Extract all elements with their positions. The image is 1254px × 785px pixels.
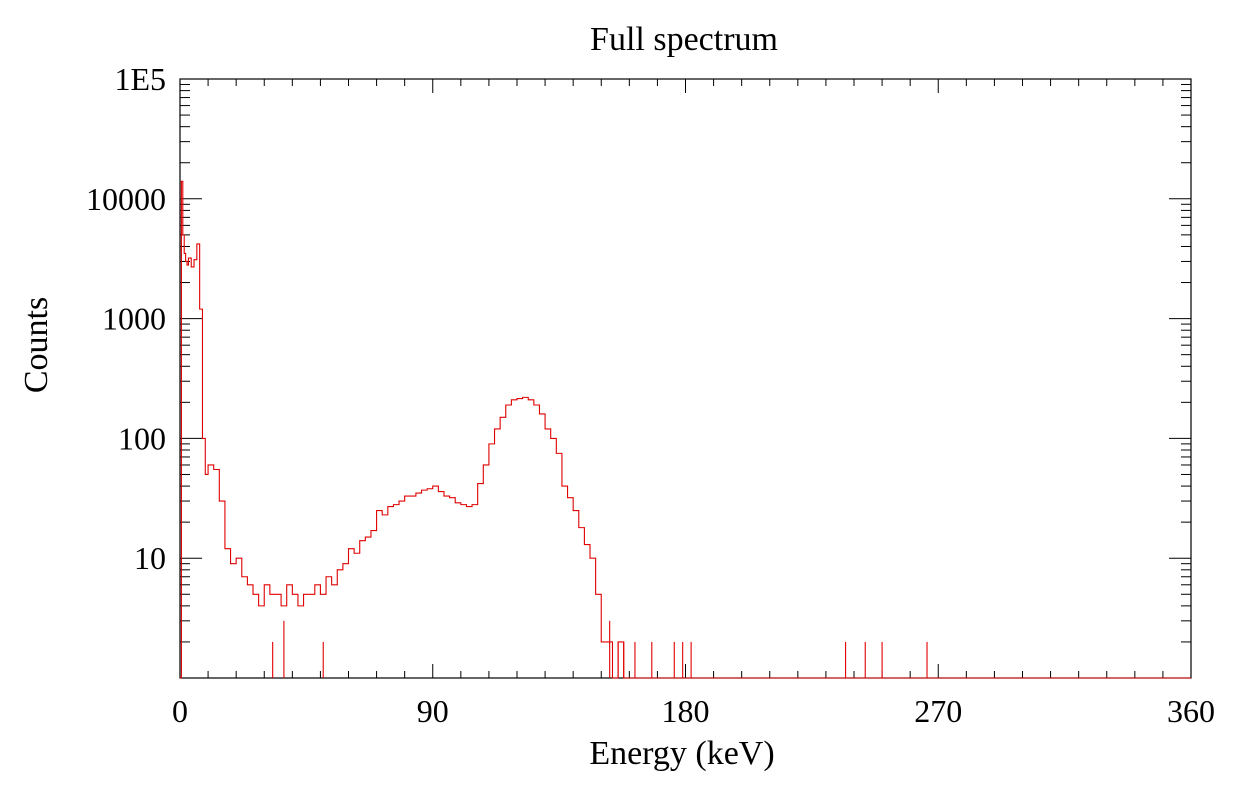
- minor-ticks: [180, 79, 1191, 678]
- series-group: [180, 180, 1191, 679]
- spike-group: [272, 620, 928, 678]
- y-tick-labels: 10 100 1000 10000 1E5: [86, 61, 166, 576]
- major-ticks: [179, 78, 1192, 678]
- plot-frame: [179, 78, 1192, 679]
- x-tick-label: 90: [417, 693, 449, 729]
- chart-title: Full spectrum: [590, 21, 778, 58]
- series-line: [180, 180, 1191, 679]
- y-tick-label: 10000: [86, 181, 166, 217]
- x-tick-labels: 0 90 180 270 360: [172, 693, 1215, 729]
- y-tick-label: 10: [134, 540, 166, 576]
- y-tick-label: 1E5: [114, 61, 166, 97]
- y-axis-label: Counts: [18, 297, 55, 393]
- y-tick-label: 100: [118, 420, 166, 456]
- x-tick-label: 270: [914, 693, 962, 729]
- y-tick-label: 1000: [102, 301, 166, 337]
- x-tick-label: 0: [172, 693, 188, 729]
- x-axis-label: Energy (keV): [589, 735, 774, 772]
- x-tick-label: 360: [1167, 693, 1215, 729]
- x-tick-label: 180: [662, 693, 710, 729]
